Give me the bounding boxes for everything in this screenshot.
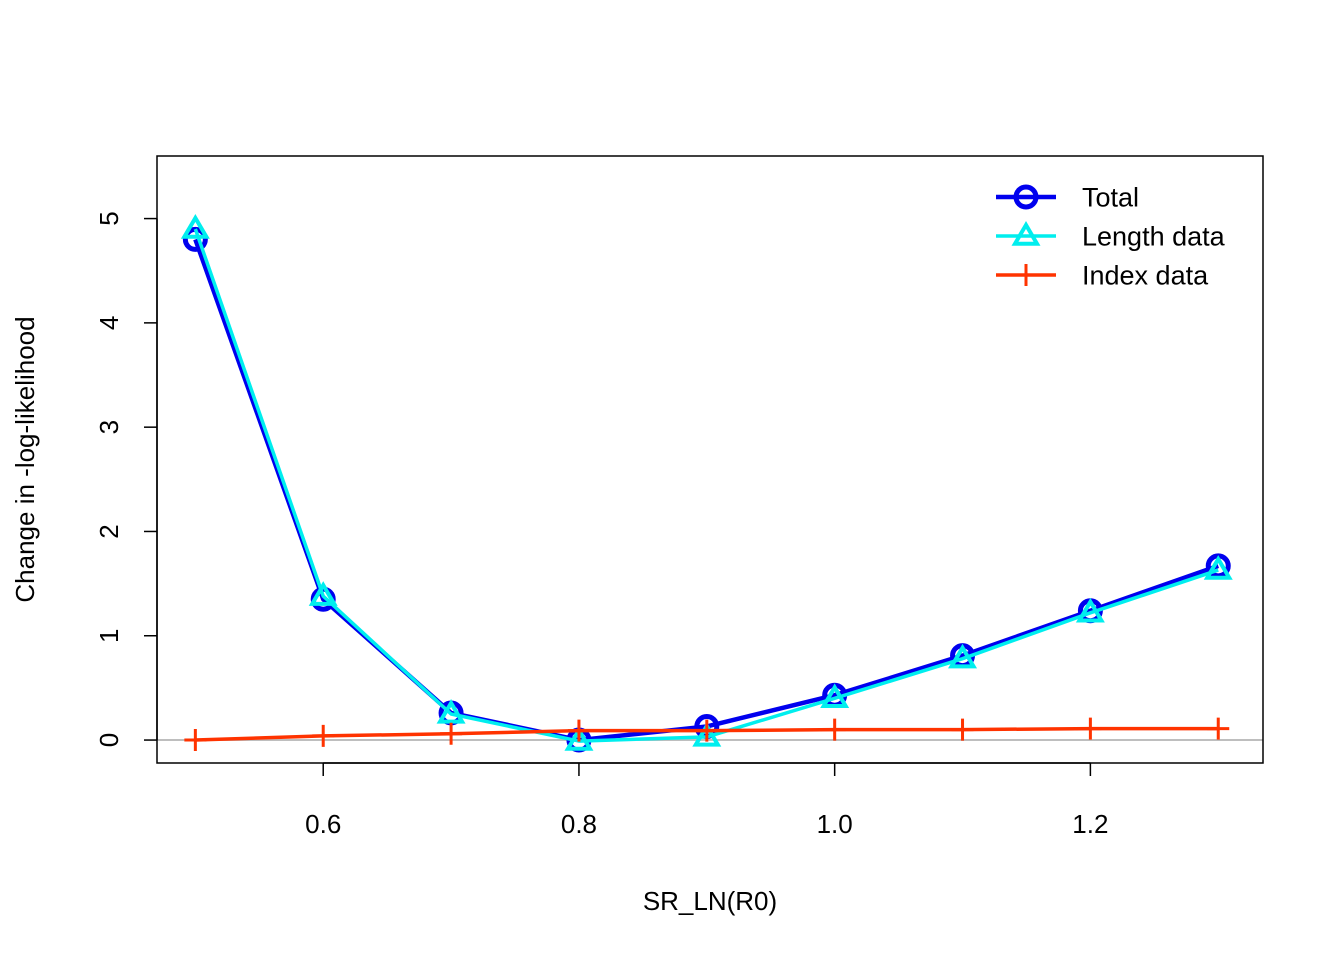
legend-marker: [1011, 221, 1041, 246]
legend-item: Length data: [996, 221, 1226, 251]
x-tick-label: 1.0: [817, 809, 853, 839]
series-point: [567, 719, 590, 742]
series-point: [1079, 717, 1102, 740]
legend-marker: [1015, 264, 1037, 286]
x-tick-label: 1.2: [1072, 809, 1108, 839]
series-total: [182, 226, 1231, 753]
series-point: [184, 729, 207, 752]
x-tick-label: 0.8: [561, 809, 597, 839]
y-tick-label: 1: [94, 629, 124, 643]
legend-label: Length data: [1082, 221, 1226, 251]
series-point: [308, 581, 338, 606]
series-point: [948, 643, 978, 669]
series-point: [951, 718, 974, 741]
legend-marker: [1013, 184, 1039, 210]
legend: Total Length data Index data: [996, 182, 1226, 290]
series-line: [193, 238, 1219, 743]
series-point: [823, 718, 846, 741]
legend-label: Total: [1082, 182, 1139, 212]
series-length-data: [180, 214, 1233, 751]
series-point: [312, 724, 335, 747]
series-point: [1075, 597, 1105, 623]
series-layer: [180, 214, 1233, 753]
series-point: [440, 722, 463, 745]
y-tick-label: 3: [94, 420, 124, 434]
series-point: [820, 683, 850, 709]
legend-item: Index data: [996, 260, 1209, 290]
x-tick-label: 0.6: [305, 809, 341, 839]
y-tick-label: 0: [94, 733, 124, 747]
series-point: [436, 699, 466, 724]
series-point: [692, 721, 722, 747]
series-point: [695, 719, 718, 742]
y-axis-label: Change in -log-likelihood: [10, 316, 40, 602]
legend-item: Total: [996, 182, 1139, 212]
series-index-data: [184, 717, 1230, 752]
axes: 0.6 0.8 1.0 1.2 0 1 2 3 4 5: [94, 155, 1264, 839]
y-tick-label: 4: [94, 316, 124, 330]
series-point: [1203, 555, 1233, 580]
series-point: [564, 726, 594, 751]
series-line: [193, 228, 1219, 743]
y-tick-label: 5: [94, 211, 124, 225]
y-tick-label: 2: [94, 524, 124, 538]
series-point: [180, 214, 210, 239]
series-point: [1207, 717, 1230, 740]
x-axis-label: SR_LN(R0): [643, 886, 777, 916]
legend-label: Index data: [1082, 260, 1209, 290]
